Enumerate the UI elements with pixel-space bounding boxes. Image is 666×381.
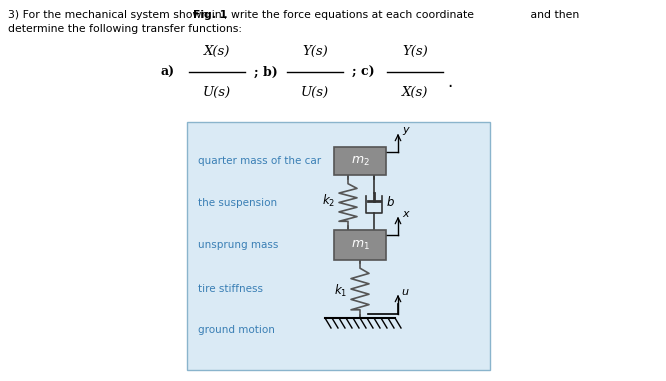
Text: $b$: $b$ [386,195,395,210]
Bar [187,122,490,370]
Text: determine the following transfer functions:: determine the following transfer functio… [8,24,242,34]
Text: Y(s): Y(s) [302,45,328,58]
Text: and then: and then [520,10,579,20]
Bar [334,147,386,175]
Bar [334,230,386,260]
Text: quarter mass of the car: quarter mass of the car [198,156,321,166]
Text: .: . [447,73,452,91]
Text: ; b): ; b) [254,66,278,78]
Text: tire stiffness: tire stiffness [198,284,263,294]
Text: $m_1$: $m_1$ [350,239,370,251]
Text: U(s): U(s) [301,86,329,99]
Text: $y$: $y$ [402,125,411,137]
Text: a): a) [161,66,175,78]
Text: $x$: $x$ [402,209,411,219]
Text: unsprung mass: unsprung mass [198,240,278,250]
Text: ; c): ; c) [352,66,374,78]
Text: the suspension: the suspension [198,197,277,208]
Text: , write the force equations at each coordinate: , write the force equations at each coor… [224,10,474,20]
Text: $u$: $u$ [401,287,410,297]
Text: X(s): X(s) [204,45,230,58]
Text: U(s): U(s) [203,86,231,99]
Text: ground motion: ground motion [198,325,275,335]
Text: Fig. 1: Fig. 1 [193,10,227,20]
Text: Y(s): Y(s) [402,45,428,58]
Text: $k_2$: $k_2$ [322,192,335,208]
Text: $k_1$: $k_1$ [334,283,347,299]
Text: 3) For the mechanical system shown in: 3) For the mechanical system shown in [8,10,225,20]
Text: $m_2$: $m_2$ [350,154,370,168]
Text: X(s): X(s) [402,86,428,99]
